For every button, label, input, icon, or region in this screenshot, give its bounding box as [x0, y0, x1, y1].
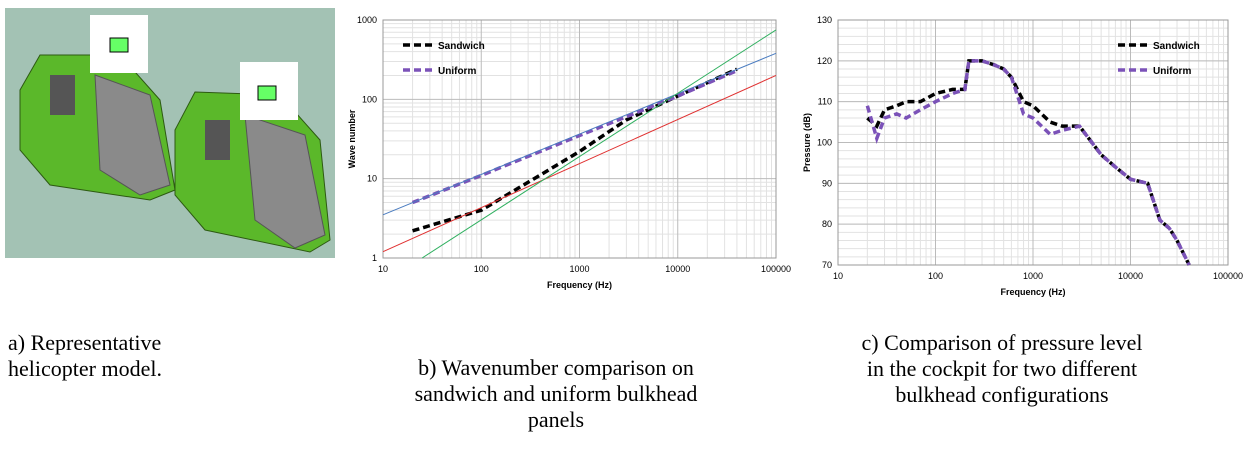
series-line — [421, 29, 777, 259]
chart: 10 100 1000 10000 1000001101001000Frequency … — [347, 15, 791, 290]
x-tick-label: 10000 — [665, 264, 690, 274]
caption: sandwich and uniform bulkhead — [415, 381, 698, 406]
legend-label: Sandwich — [1153, 41, 1200, 52]
legend-label: Uniform — [438, 66, 476, 77]
series-line — [382, 74, 777, 253]
x-tick-label: 1000 — [569, 264, 589, 274]
y-tick-label: 70 — [822, 260, 832, 270]
y-tick-label: 100 — [817, 138, 832, 148]
x-axis-label: Frequency (Hz) — [547, 280, 612, 290]
x-axis-label: Frequency (Hz) — [1000, 287, 1065, 297]
y-tick-label: 130 — [817, 15, 832, 25]
x-tick-label: 100 — [928, 271, 943, 281]
y-tick-label: 10 — [367, 174, 377, 184]
caption: panels — [528, 407, 584, 432]
legend-label: Uniform — [1153, 66, 1191, 77]
y-axis-label: Pressure (dB) — [802, 113, 812, 172]
chart: 10 100 1000 10000 100000 70 80 90 100 110 120 130 Fr… — [802, 15, 1243, 297]
caption: c) Comparison of pressure level — [861, 330, 1142, 355]
series-line — [411, 69, 738, 205]
series-line — [382, 52, 777, 216]
caption: in the cockpit for two different — [867, 356, 1137, 381]
caption: a) Representative — [8, 330, 161, 355]
x-tick-label: 10 — [378, 264, 388, 274]
y-tick-label: 110 — [818, 97, 832, 107]
plot-frame — [837, 19, 1229, 266]
x-tick-label: 100 — [474, 264, 489, 274]
y-tick-label: 120 — [817, 56, 832, 66]
caption: bulkhead configurations — [895, 382, 1108, 407]
caption: b) Wavenumber comparison on — [418, 355, 694, 380]
helicopter-image — [5, 8, 335, 258]
y-axis-label: Wave number — [347, 109, 357, 168]
y-tick-label: 90 — [822, 178, 832, 188]
x-tick-label: 1000 — [1023, 271, 1043, 281]
y-tick-label: 1 — [372, 253, 377, 263]
x-tick-label: 100000 — [1213, 271, 1243, 281]
x-tick-label: 10000 — [1118, 271, 1143, 281]
y-tick-label: 80 — [822, 219, 832, 229]
x-tick-label: 100000 — [761, 264, 791, 274]
series-line — [865, 59, 1191, 266]
y-tick-label: 100 — [362, 94, 377, 104]
x-tick-label: 10 — [833, 271, 843, 281]
caption: helicopter model. — [8, 356, 162, 381]
y-tick-label: 1000 — [357, 15, 377, 25]
plot-frame — [382, 19, 777, 259]
legend-label: Sandwich — [438, 41, 485, 52]
